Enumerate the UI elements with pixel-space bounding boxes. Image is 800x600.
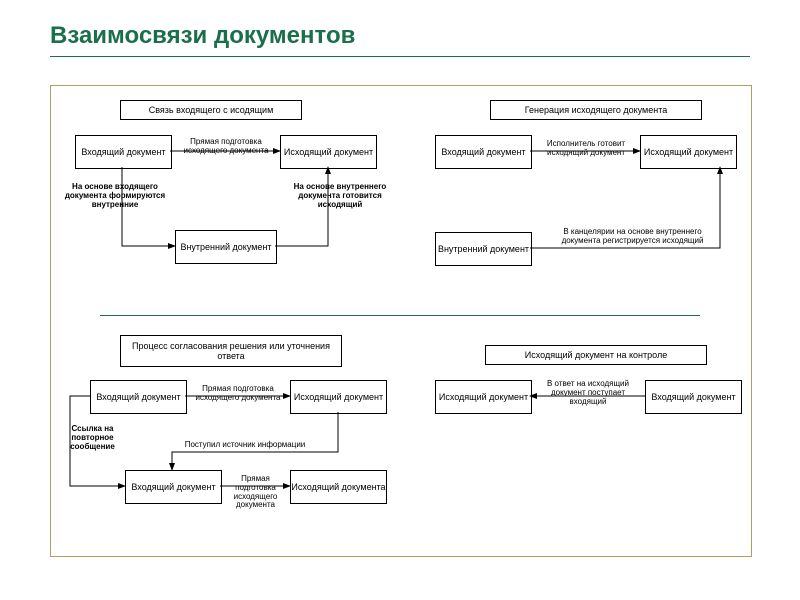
arrows-layer [0, 0, 800, 600]
arrow-p3-loop [70, 396, 125, 486]
arrow-p3-out1-in2 [172, 412, 338, 470]
arrow-p2-int-out [530, 167, 720, 248]
arrow-p1-in-int [122, 167, 175, 246]
arrow-p1-int-out [275, 167, 328, 246]
